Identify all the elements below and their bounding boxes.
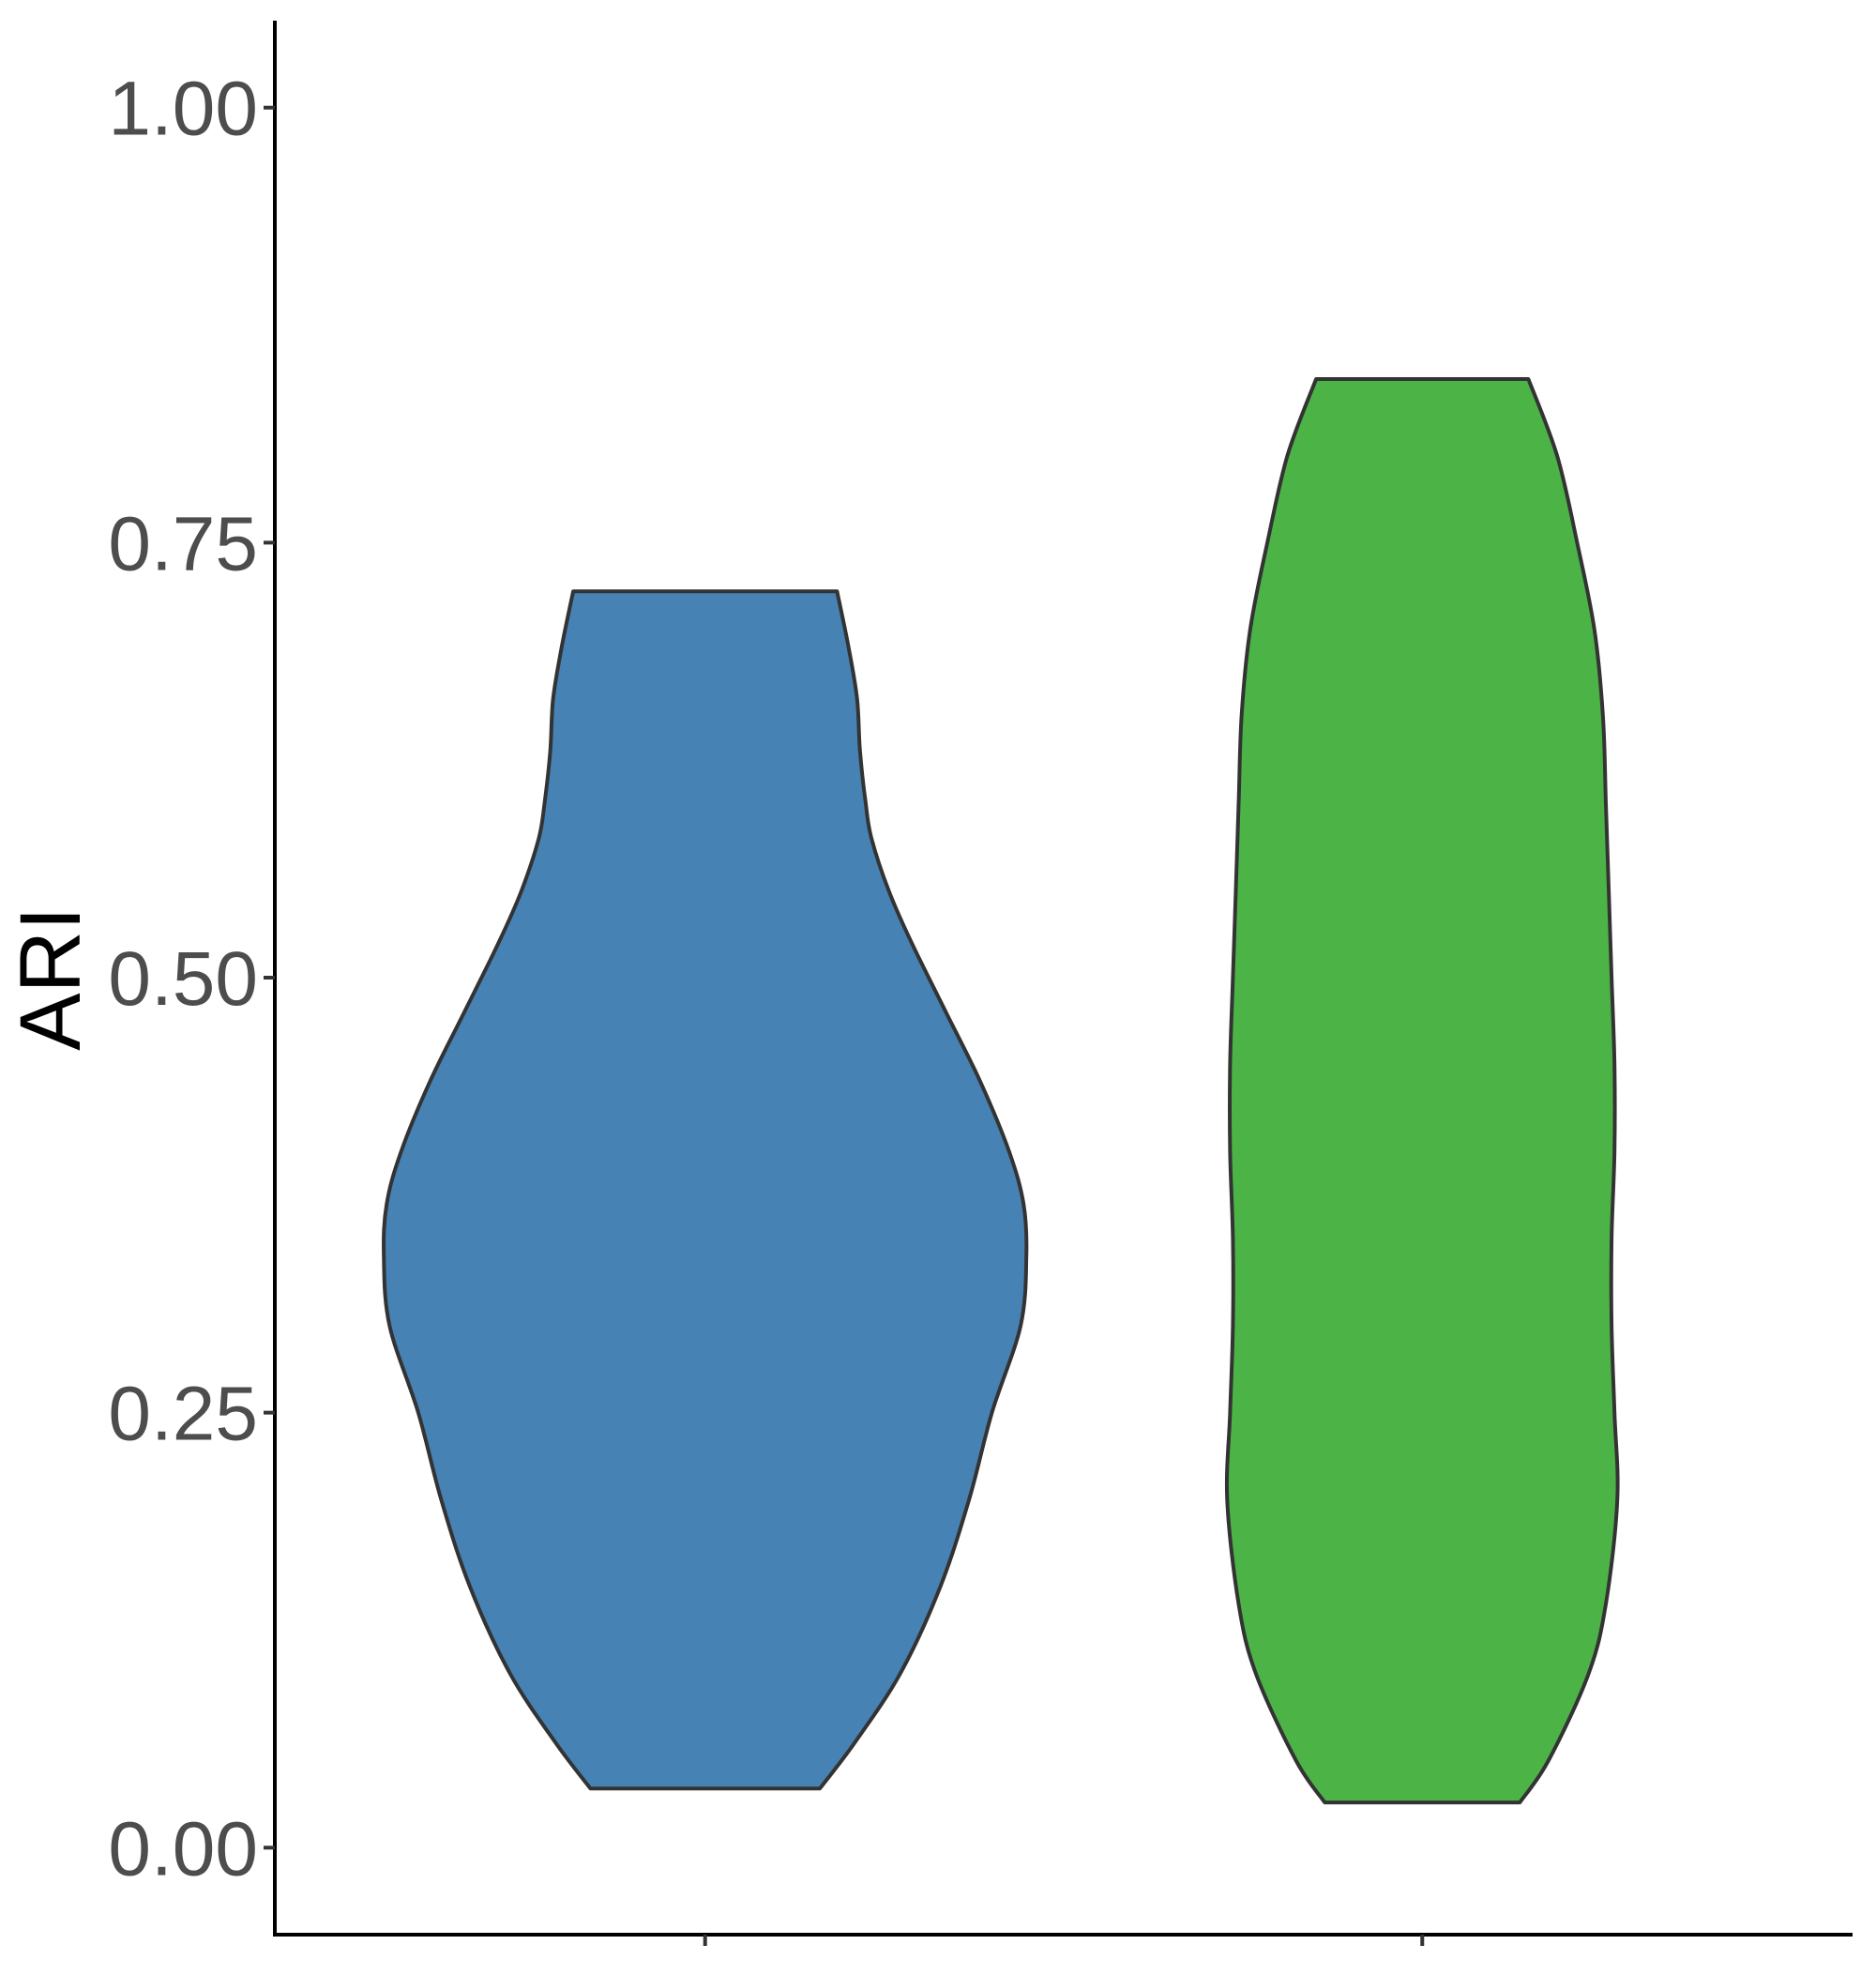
y-tick-label: 1.00 [108,67,258,152]
violin-1 [382,589,1029,1791]
y-tick-label: 0.75 [108,501,258,586]
x-axis [273,1933,1853,1946]
y-tick-label: 0.00 [108,1806,258,1891]
y-axis: 0.00 0.25 0.50 0.75 1.00 [108,21,277,1937]
y-tick-label: 0.50 [108,936,258,1022]
violin-layer [382,377,1620,1805]
violin-2 [1224,377,1620,1805]
y-axis-title: ARI [3,906,98,1050]
y-tick-label: 0.25 [108,1372,258,1457]
